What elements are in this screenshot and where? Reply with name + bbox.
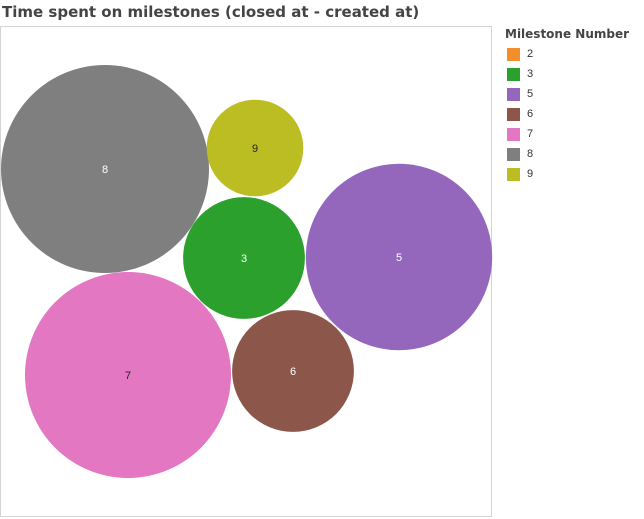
plot-area	[0, 26, 492, 517]
bubble-milestone-6[interactable]	[232, 310, 354, 432]
legend-label-7: 7	[527, 128, 534, 140]
legend-label-3: 3	[527, 68, 534, 80]
legend-label-9: 9	[527, 168, 534, 180]
bubble-label-6: 6	[290, 366, 296, 378]
legend-swatch-7	[507, 127, 520, 141]
bubble-milestone-9[interactable]	[206, 99, 304, 197]
bubble-label-5: 5	[396, 252, 402, 264]
legend-title: Milestone Number	[505, 27, 630, 41]
chart-title: Time spent on milestones (closed at - cr…	[2, 3, 420, 21]
legend-item-5[interactable]: 5	[505, 84, 629, 104]
bubble-milestone-5[interactable]	[305, 163, 493, 351]
bubble-milestone-7[interactable]	[25, 272, 231, 478]
legend-items: 2 3 5 6 7 8 9	[505, 44, 629, 184]
legend-swatch-9	[507, 167, 520, 181]
legend-item-2[interactable]: 2	[505, 44, 629, 64]
legend-item-8[interactable]: 8	[505, 144, 629, 164]
legend-swatch-3	[507, 67, 520, 81]
legend-swatch-6	[507, 107, 520, 121]
bubble-label-7: 7	[125, 370, 131, 382]
legend-item-7[interactable]: 7	[505, 124, 629, 144]
bubble-label-3: 3	[241, 253, 247, 265]
bubble-label-8: 8	[102, 164, 108, 176]
bubble-label-9: 9	[252, 143, 258, 155]
legend-label-8: 8	[527, 148, 534, 160]
legend-swatch-5	[507, 87, 520, 101]
legend-swatch-8	[507, 147, 520, 161]
legend-label-6: 6	[527, 108, 534, 120]
bubble-milestone-3[interactable]	[183, 197, 305, 319]
legend-item-3[interactable]: 3	[505, 64, 629, 84]
legend-label-2: 2	[527, 48, 534, 60]
bubble-milestone-8[interactable]	[1, 65, 209, 273]
legend-swatch-2	[507, 47, 520, 61]
legend: Milestone Number 2 3 5 6 7 8 9	[505, 27, 629, 184]
legend-item-6[interactable]: 6	[505, 104, 629, 124]
legend-item-9[interactable]: 9	[505, 164, 629, 184]
legend-label-5: 5	[527, 88, 534, 100]
